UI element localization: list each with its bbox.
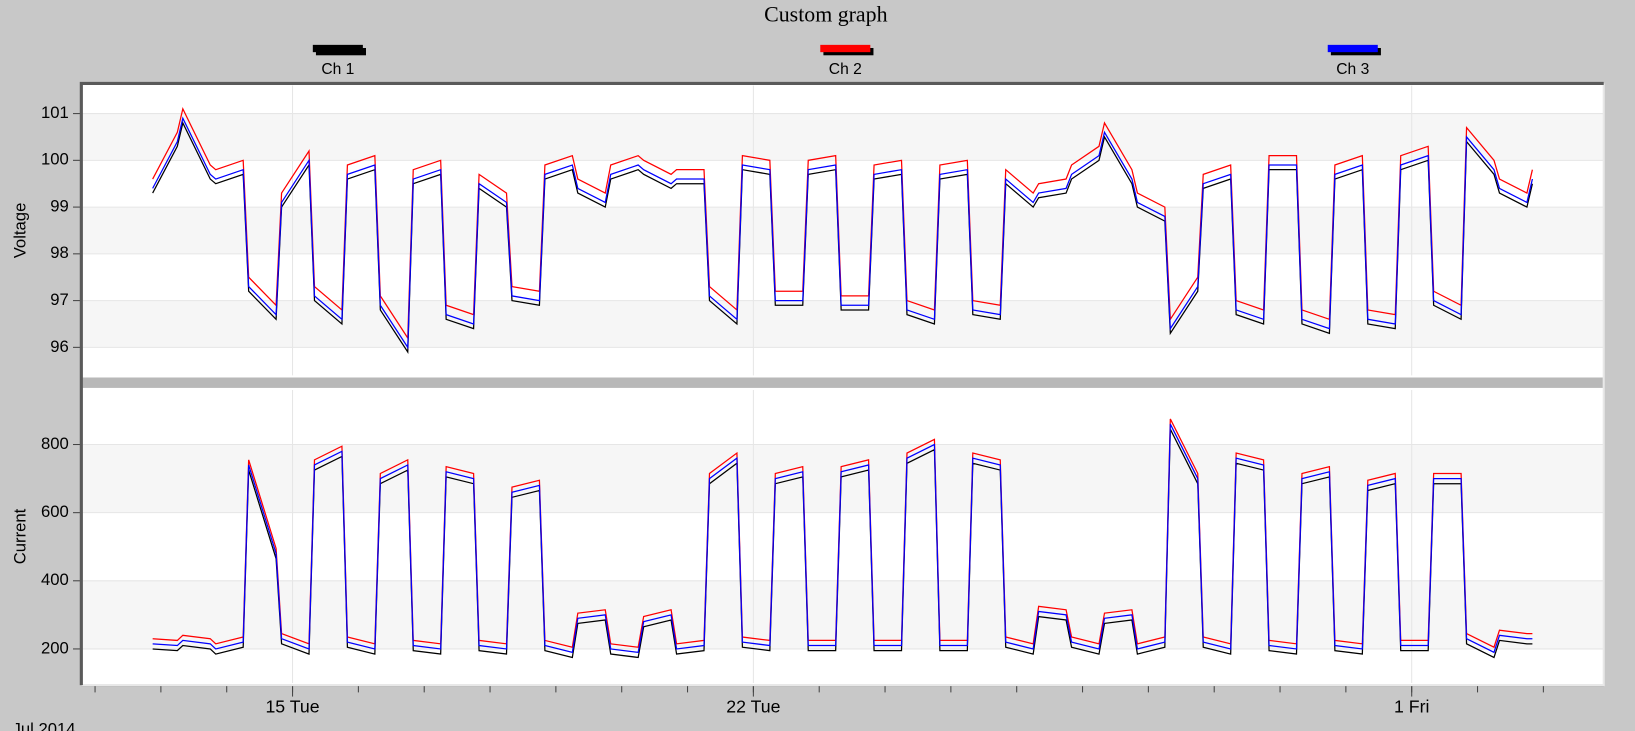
plot-layer: 96 97 98 99 100 101 Voltage 200 400 600 800 Current… (10, 85, 1604, 717)
panel-separator (81, 377, 1604, 388)
legend-label: Ch 3 (1336, 61, 1369, 78)
x-tick-label: 22 Tue (726, 697, 780, 717)
grid-band (81, 207, 1604, 254)
grid-band (81, 113, 1604, 161)
y-tick-label: 96 (50, 337, 69, 356)
x-axis-label: Jul 2014 (13, 719, 76, 731)
y-tick-label: 97 (50, 290, 69, 309)
grid-band (81, 580, 1604, 649)
y-tick-label: 99 (50, 196, 69, 215)
x-tick-label: 1 Fri (1394, 697, 1429, 717)
y-axis-label: Voltage (10, 203, 29, 259)
y-tick-label: 101 (41, 103, 69, 122)
plot-frame-light (81, 83, 1605, 687)
data-line (152, 121, 1534, 355)
y-tick-label: 800 (41, 434, 69, 453)
legend-swatch (820, 44, 871, 53)
legend-label: Ch 1 (321, 61, 354, 78)
x-tick-label: 15 Tue (265, 697, 319, 717)
y-tick-label: 200 (41, 638, 69, 657)
y-tick-label: 600 (41, 502, 69, 521)
grid-band (81, 300, 1604, 348)
y-tick-label: 98 (50, 243, 69, 262)
plot-frame (79, 81, 1604, 686)
data-line (152, 418, 1533, 649)
legend-swatch (312, 44, 363, 53)
y-tick-label: 100 (41, 150, 69, 169)
chart-title: Custom graph (764, 2, 887, 27)
data-line (152, 423, 1533, 654)
legend-swatch (1327, 44, 1378, 53)
legend-label: Ch 2 (829, 61, 862, 78)
y-axis-label: Current (10, 508, 29, 564)
y-tick-label: 400 (41, 570, 69, 589)
data-line (152, 116, 1534, 350)
grid-band (81, 444, 1604, 513)
